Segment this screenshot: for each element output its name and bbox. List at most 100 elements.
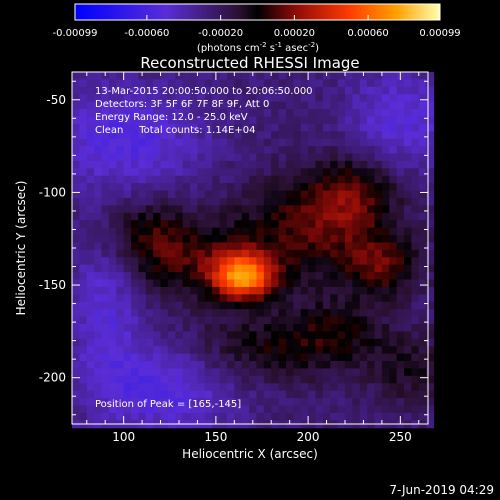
heatmap-cell [167, 116, 176, 125]
heatmap-cell [145, 168, 154, 177]
heatmap-cell [367, 294, 376, 303]
heatmap-cell [367, 146, 376, 155]
heatmap-cell [337, 205, 346, 214]
heatmap-cell [219, 353, 228, 362]
heatmap-cell [271, 390, 280, 399]
heatmap-cell [226, 257, 235, 266]
heatmap-cell [337, 294, 346, 303]
heatmap-cell [123, 160, 132, 169]
heatmap-cell [212, 331, 221, 340]
heatmap-cell [72, 398, 80, 407]
heatmap-cell [212, 242, 221, 251]
heatmap-cell [197, 390, 206, 399]
heatmap-cell [182, 220, 191, 229]
heatmap-cell [271, 346, 280, 355]
heatmap-cell [108, 412, 117, 421]
heatmap-cell [234, 131, 243, 140]
heatmap-cell [101, 109, 110, 118]
heatmap-cell [315, 301, 324, 310]
heatmap-cell [86, 405, 95, 414]
heatmap-cell [190, 197, 199, 206]
x-tick-label: 200 [297, 430, 320, 444]
heatmap-cell [293, 72, 302, 81]
heatmap-cell [411, 257, 420, 266]
heatmap-cell [263, 175, 272, 184]
heatmap-cell [167, 242, 176, 251]
heatmap-cell [418, 249, 427, 258]
annotation-time: 13-Mar-2015 20:00:50.000 to 20:06:50.000 [95, 86, 313, 97]
heatmap-cell [381, 205, 390, 214]
heatmap-cell [300, 361, 309, 370]
heatmap-cell [190, 138, 199, 147]
heatmap-cell [367, 257, 376, 266]
heatmap-cell [404, 116, 412, 125]
heatmap-cell [315, 138, 324, 147]
heatmap-cell [374, 257, 383, 266]
heatmap-cell [167, 123, 176, 132]
heatmap-cell [278, 383, 287, 392]
heatmap-cell [138, 227, 147, 236]
heatmap-cell [359, 412, 368, 421]
heatmap-cell [322, 249, 331, 258]
heatmap-cell [145, 338, 154, 347]
heatmap-cell [79, 368, 88, 377]
heatmap-cell [381, 190, 390, 199]
heatmap-cell [359, 197, 368, 206]
heatmap-cell [94, 235, 103, 244]
heatmap-cell [344, 390, 353, 399]
heatmap-cell [315, 153, 324, 162]
heatmap-cell [381, 309, 390, 318]
heatmap-cell [123, 383, 132, 392]
heatmap-cell [167, 235, 176, 244]
heatmap-cell [79, 131, 88, 140]
heatmap-cell [330, 398, 339, 407]
heatmap-cell [153, 175, 162, 184]
heatmap-cell [219, 131, 228, 140]
heatmap-cell [123, 153, 132, 162]
heatmap-cell [389, 301, 398, 310]
heatmap-cell [167, 405, 176, 414]
heatmap-cell [308, 116, 317, 125]
heatmap-cell [381, 301, 390, 310]
heatmap-cell [263, 390, 272, 399]
heatmap-cell [411, 101, 420, 110]
heatmap-cell [153, 190, 162, 199]
heatmap-cell [131, 346, 140, 355]
heatmap-cell [226, 368, 235, 377]
heatmap-cell [389, 109, 398, 118]
heatmap-cell [86, 368, 95, 377]
heatmap-cell [278, 272, 287, 281]
heatmap-cell [241, 153, 250, 162]
heatmap-cell [263, 249, 272, 258]
heatmap-cell [256, 383, 265, 392]
heatmap-cell [359, 168, 368, 177]
heatmap-cell [344, 235, 353, 244]
heatmap-cell [190, 301, 199, 310]
heatmap-cell [404, 331, 412, 340]
heatmap-cell [131, 220, 140, 229]
heatmap-cell [330, 79, 339, 88]
heatmap-cell [79, 249, 88, 258]
heatmap-cell [241, 272, 250, 281]
heatmap-cell [153, 168, 162, 177]
heatmap-cell [234, 116, 243, 125]
heatmap-cell [249, 197, 258, 206]
heatmap-cell [108, 279, 117, 288]
heatmap-cell [153, 279, 162, 288]
heatmap-cell [101, 264, 110, 273]
heatmap-cell [160, 405, 169, 414]
heatmap-cell [138, 138, 147, 147]
heatmap-cell [190, 109, 199, 118]
heatmap-cell [256, 361, 265, 370]
heatmap-cell [145, 220, 154, 229]
heatmap-cell [330, 353, 339, 362]
heatmap-cell [72, 249, 80, 258]
heatmap-cell [175, 190, 184, 199]
heatmap-cell [352, 301, 361, 310]
heatmap-cell [145, 242, 154, 251]
heatmap-cell [116, 405, 125, 414]
heatmap-cell [212, 235, 221, 244]
heatmap-cell [256, 146, 265, 155]
heatmap-cell [182, 338, 191, 347]
heatmap-cell [374, 361, 383, 370]
